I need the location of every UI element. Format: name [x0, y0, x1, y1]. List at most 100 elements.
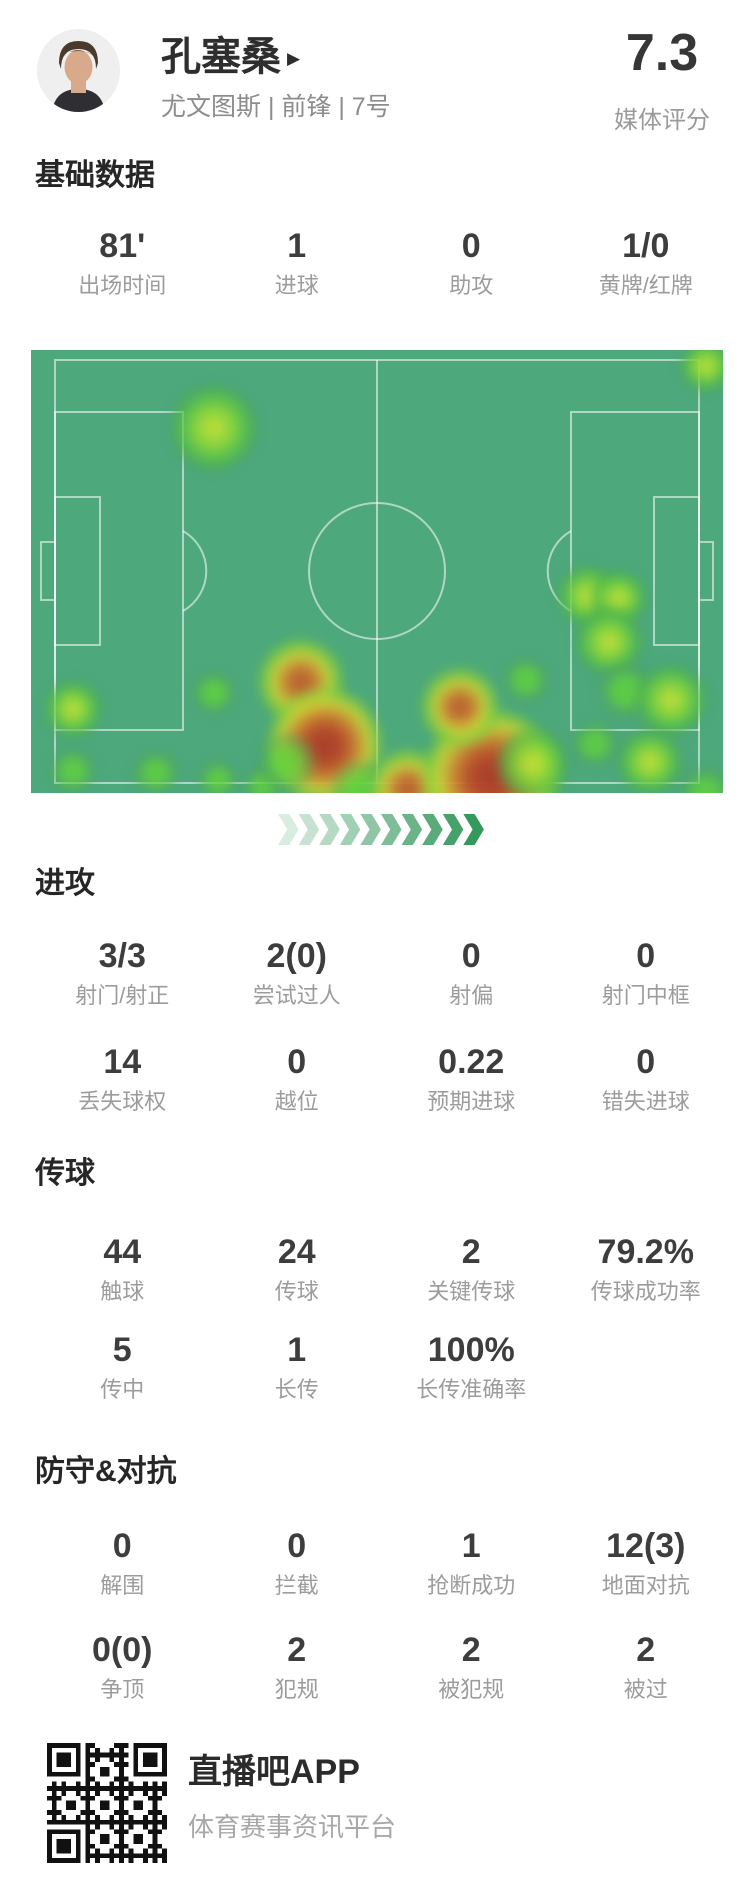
stat-label: 拦截 [274, 1573, 319, 1598]
stat-cell: 14 丢失球权 [35, 1044, 210, 1115]
stat-value: 0 [636, 937, 656, 975]
stat-label: 解围 [100, 1573, 145, 1598]
chevron-icon [298, 814, 320, 845]
stat-cell: 1/0 黄牌/红牌 [559, 228, 734, 299]
heat-blob [679, 767, 723, 793]
stat-value: 1 [287, 227, 307, 265]
heat-blob [132, 750, 179, 793]
stat-value: 2 [636, 1631, 656, 1669]
stat-label: 黄牌/红牌 [598, 273, 693, 298]
stat-cell: 2 被过 [559, 1632, 734, 1703]
stat-cell: 44 触球 [35, 1234, 210, 1305]
stat-label: 被过 [623, 1677, 668, 1702]
stat-label: 地面对抗 [601, 1573, 690, 1598]
heat-blob [422, 668, 499, 745]
stat-label: 越位 [274, 1089, 319, 1114]
heat-blob [502, 657, 549, 704]
chevron-icon [401, 814, 423, 845]
stat-cell: 2(0) 尝试过人 [210, 938, 385, 1009]
stat-label: 长传 [274, 1377, 319, 1402]
chevron-icon [339, 814, 361, 845]
stat-value: 81' [99, 227, 146, 265]
stat-cell: 12(3) 地面对抗 [559, 1528, 734, 1599]
stat-value: 0(0) [92, 1631, 153, 1669]
stat-value: 0 [287, 1043, 307, 1081]
stat-cell: 79.2% 传球成功率 [559, 1234, 734, 1305]
passing-stats-row-1: 44 触球 24 传球 2 关键传球 79.2% 传球成功率 [35, 1234, 733, 1305]
stat-label: 触球 [100, 1279, 145, 1304]
stat-value: 0 [287, 1527, 307, 1565]
section-title-attack: 进攻 [35, 867, 95, 900]
stat-value: 5 [112, 1331, 132, 1369]
stat-label: 长传准确率 [416, 1377, 527, 1402]
stat-value: 1 [287, 1331, 307, 1369]
chevron-icon [442, 814, 464, 845]
stat-label: 争顶 [100, 1677, 145, 1702]
stat-label: 尝试过人 [252, 983, 341, 1008]
section-title-basic: 基础数据 [35, 159, 155, 192]
stat-value: 3/3 [98, 937, 146, 975]
stat-cell: 2 犯规 [210, 1632, 385, 1703]
heat-blob [197, 759, 238, 793]
heat-blob [43, 679, 102, 738]
stat-value: 44 [103, 1233, 142, 1271]
stat-value: 12(3) [606, 1527, 686, 1565]
heat-blob [571, 721, 618, 768]
rating-block: 7.3 媒体评分 [590, 24, 734, 135]
stat-cell: 0.22 预期进球 [384, 1044, 559, 1115]
heat-blob [49, 747, 96, 793]
position-heatmap [31, 350, 723, 793]
basic-stats-row-1: 81' 出场时间 1 进球 0 助攻 1/0 黄牌/红牌 [35, 228, 733, 299]
stat-cell: 0 射偏 [384, 938, 559, 1009]
chevron-icon [422, 814, 443, 845]
player-photo [37, 29, 120, 112]
stat-cell: 100% 长传准确率 [384, 1332, 559, 1403]
stat-cell: 24 传球 [210, 1234, 385, 1305]
stat-value: 0 [112, 1527, 132, 1565]
stat-label: 被犯规 [438, 1677, 505, 1702]
stat-value: 24 [277, 1233, 316, 1271]
stat-value: 2(0) [266, 937, 327, 975]
stat-cell: 2 关键传球 [384, 1234, 559, 1305]
section-title-passing: 传球 [35, 1157, 95, 1190]
stat-label: 错失进球 [601, 1089, 690, 1114]
heatmap-blobs [31, 350, 723, 793]
defense-stats-row-2: 0(0) 争顶 2 犯规 2 被犯规 2 被过 [35, 1632, 733, 1703]
stat-cell: 0(0) 争顶 [35, 1632, 210, 1703]
stat-cell: 3/3 射门/射正 [35, 938, 210, 1009]
stat-label: 射门中框 [601, 983, 690, 1008]
attack-direction-chevrons [278, 814, 484, 845]
heat-blob [617, 728, 684, 793]
heat-blob [258, 732, 317, 791]
stat-value: 2 [461, 1631, 481, 1669]
player-meta: 尤文图斯 | 前锋 | 7号 [161, 93, 391, 121]
stat-label: 关键传球 [427, 1279, 516, 1304]
stat-label: 射门/射正 [75, 983, 170, 1008]
stat-value: 0 [461, 227, 481, 265]
stat-cell: 0 助攻 [384, 228, 559, 299]
stat-label: 传中 [100, 1377, 145, 1402]
chevron-icon [360, 814, 381, 845]
stat-cell: 0 解围 [35, 1528, 210, 1599]
stat-cell [559, 1332, 734, 1403]
section-title-defense: 防守&对抗 [35, 1455, 177, 1488]
stat-label: 进球 [274, 273, 319, 298]
stat-cell: 0 拦截 [210, 1528, 385, 1599]
stat-value: 79.2% [597, 1233, 694, 1271]
stat-cell: 1 长传 [210, 1332, 385, 1403]
player-name[interactable]: 孔塞桑 ▶ [161, 34, 300, 82]
stat-value: 2 [287, 1631, 307, 1669]
app-name: 直播吧APP [188, 1753, 360, 1791]
avatar [37, 29, 120, 112]
stat-label: 抢断成功 [427, 1573, 516, 1598]
stat-value: 0.22 [438, 1043, 505, 1081]
stat-value: 1/0 [622, 227, 670, 265]
stat-cell: 5 传中 [35, 1332, 210, 1403]
heat-blob [496, 728, 569, 793]
attack-stats-row-1: 3/3 射门/射正 2(0) 尝试过人 0 射偏 0 射门中框 [35, 938, 733, 1009]
passing-stats-row-2: 5 传中 1 长传 100% 长传准确率 [35, 1332, 733, 1403]
stat-label: 助攻 [449, 273, 494, 298]
stat-cell: 0 射门中框 [559, 938, 734, 1009]
stat-value: 0 [461, 937, 481, 975]
